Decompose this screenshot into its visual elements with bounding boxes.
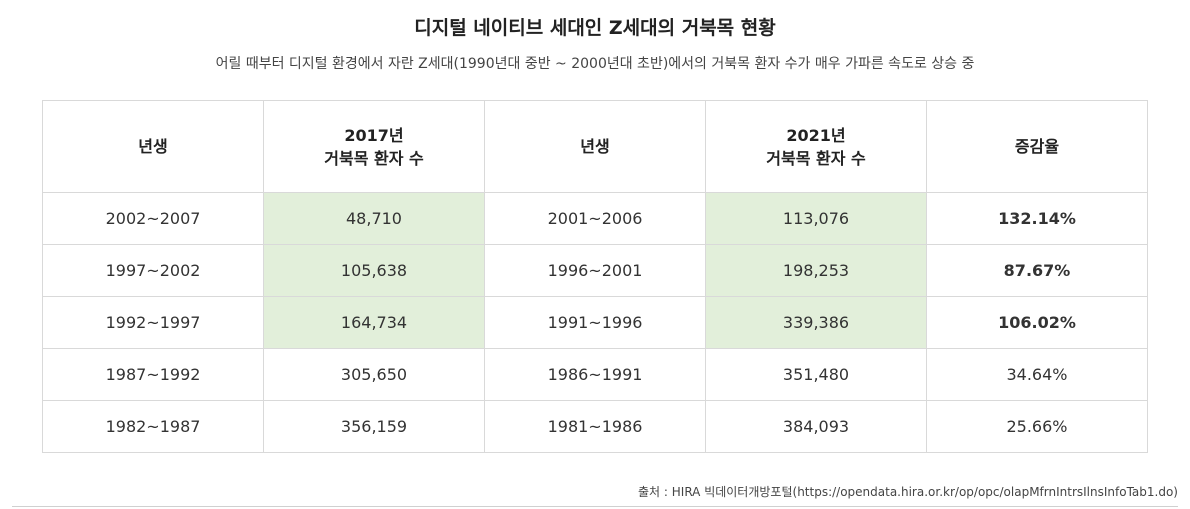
header-patients-2017-year: 2017년	[344, 125, 404, 145]
bottom-divider	[12, 506, 1178, 507]
table-row: 1987~1992 305,650 1986~1991 351,480 34.64%	[42, 348, 1148, 401]
table-row: 1982~1987 356,159 1981~1986 384,093 25.66%	[42, 400, 1148, 453]
header-patients-2021-year: 2021년	[786, 125, 846, 145]
cell-patients-2021: 351,480	[705, 348, 927, 401]
table-row: 2002~2007 48,710 2001~2006 113,076 132.14%	[42, 192, 1148, 245]
table-body: 2002~2007 48,710 2001~2006 113,076 132.14% 19…	[42, 192, 1148, 453]
cell-change-rate: 87.67%	[926, 244, 1148, 297]
header-patients-2021: 2021년 거북목 환자 수	[705, 100, 927, 193]
cell-change-rate: 132.14%	[926, 192, 1148, 245]
header-birth-2017-label: 년생	[138, 137, 168, 156]
cell-birth-2017: 2002~2007	[42, 192, 264, 245]
cell-birth-2017: 1997~2002	[42, 244, 264, 297]
cell-patients-2017: 48,710	[263, 192, 485, 245]
cell-birth-2021: 1981~1986	[484, 400, 706, 453]
cell-patients-2021: 384,093	[705, 400, 927, 453]
subtitle: 어릴 때부터 디지털 환경에서 자란 Z세대(1990년대 중반 ~ 2000년…	[215, 56, 975, 72]
cell-change-rate: 106.02%	[926, 296, 1148, 349]
cell-patients-2017: 356,159	[263, 400, 485, 453]
source-note: 출처 : HIRA 빅데이터개방포털(https://opendata.hira…	[638, 485, 1178, 499]
cell-change-rate: 25.66%	[926, 400, 1148, 453]
patient-table: 년생 2017년 거북목 환자 수 년생 2021년 거북목 환자 수 증감율 …	[42, 100, 1148, 453]
cell-patients-2017: 305,650	[263, 348, 485, 401]
cell-birth-2017: 1982~1987	[42, 400, 264, 453]
header-birth-2021: 년생	[484, 100, 706, 193]
table-header-row: 년생 2017년 거북목 환자 수 년생 2021년 거북목 환자 수 증감율	[42, 100, 1148, 193]
cell-birth-2021: 1991~1996	[484, 296, 706, 349]
cell-patients-2021: 198,253	[705, 244, 927, 297]
cell-patients-2017: 105,638	[263, 244, 485, 297]
cell-birth-2021: 2001~2006	[484, 192, 706, 245]
cell-change-rate: 34.64%	[926, 348, 1148, 401]
cell-birth-2021: 1996~2001	[484, 244, 706, 297]
cell-patients-2021: 113,076	[705, 192, 927, 245]
header-birth-2021-label: 년생	[580, 137, 610, 156]
cell-patients-2021: 339,386	[705, 296, 927, 349]
cell-birth-2021: 1986~1991	[484, 348, 706, 401]
header-change-rate: 증감율	[926, 100, 1148, 193]
header-birth-2017: 년생	[42, 100, 264, 193]
cell-patients-2017: 164,734	[263, 296, 485, 349]
table-row: 1992~1997 164,734 1991~1996 339,386 106.02%	[42, 296, 1148, 349]
header-patients-2017: 2017년 거북목 환자 수	[263, 100, 485, 193]
cell-birth-2017: 1992~1997	[42, 296, 264, 349]
header-change-rate-label: 증감율	[1014, 137, 1060, 156]
header-patients-2017-label: 거북목 환자 수	[324, 148, 424, 168]
header-patients-2021-label: 거북목 환자 수	[766, 148, 866, 168]
title: 디지털 네이티브 세대인 Z세대의 거북목 현황	[414, 17, 776, 39]
cell-birth-2017: 1987~1992	[42, 348, 264, 401]
table-row: 1997~2002 105,638 1996~2001 198,253 87.67%	[42, 244, 1148, 297]
